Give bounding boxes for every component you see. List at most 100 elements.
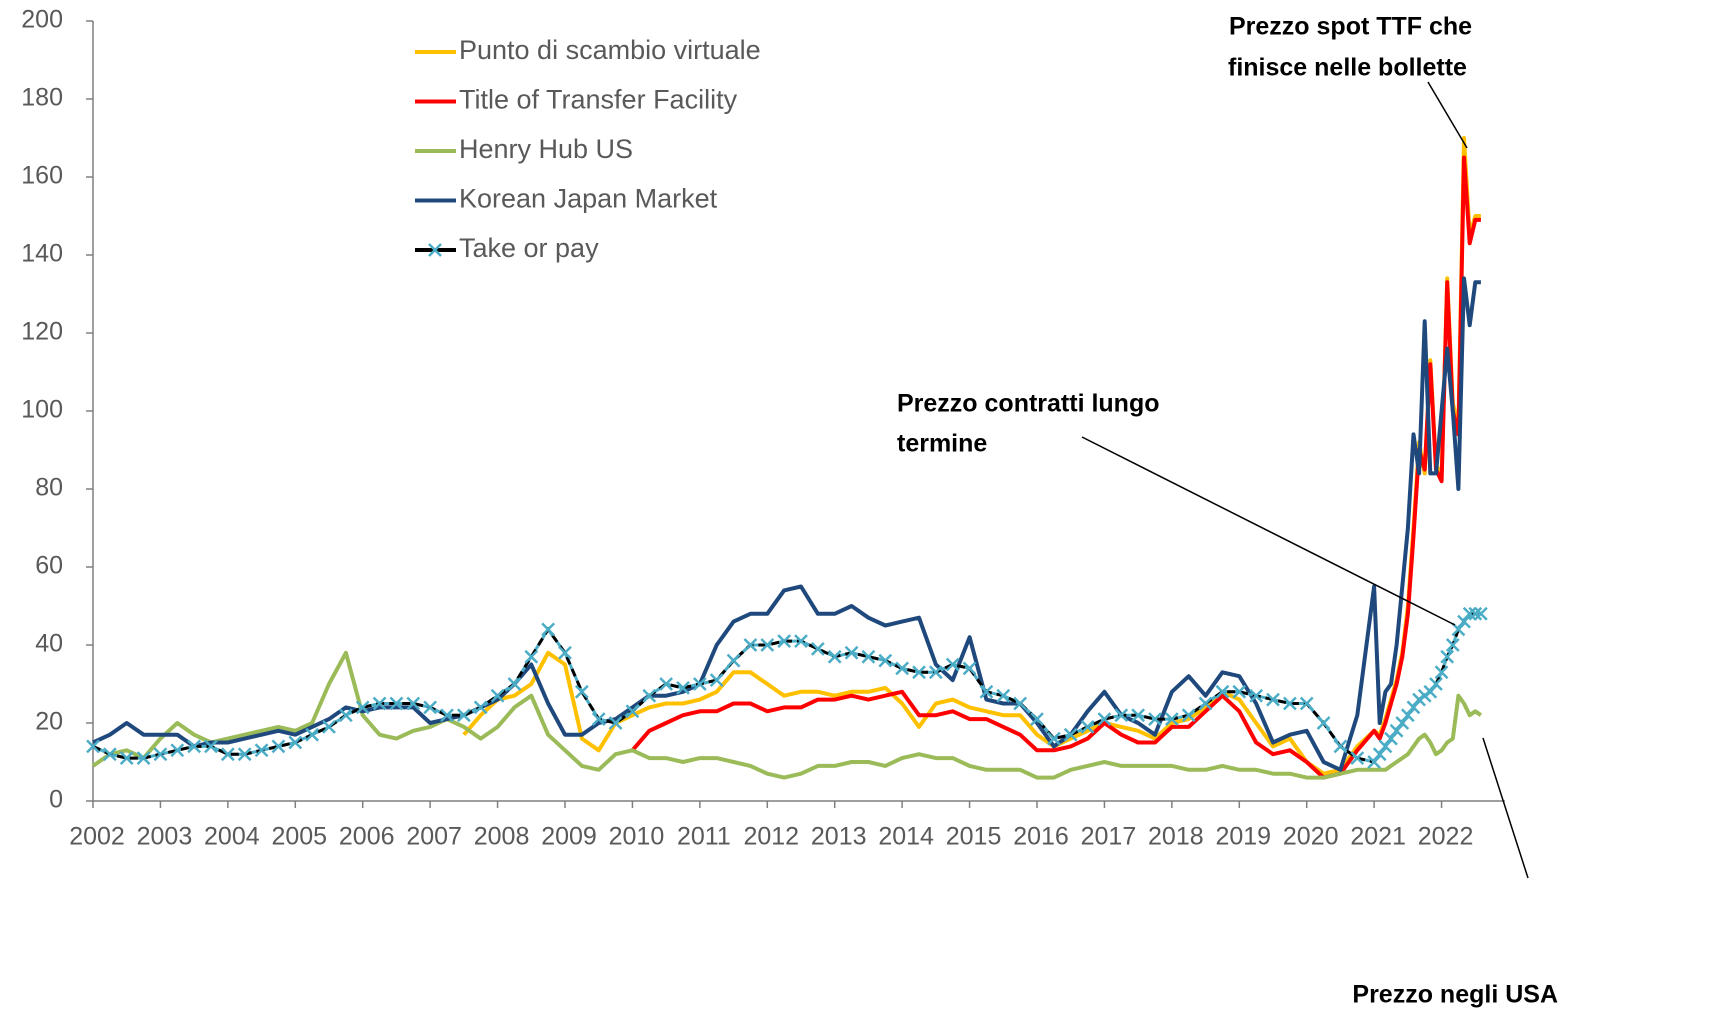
- series-marker: [102, 747, 117, 762]
- x-tick-label: 2003: [137, 823, 193, 851]
- series-marker: [1468, 606, 1483, 621]
- series-marker: [541, 622, 556, 637]
- series-marker: [794, 634, 808, 648]
- x-tick-label: 2020: [1283, 823, 1339, 851]
- series-marker: [625, 704, 640, 719]
- y-tick-label: 200: [21, 6, 63, 34]
- series-marker: [1232, 684, 1247, 699]
- annotation: Prezzo contratti lungo: [897, 390, 1160, 418]
- series-marker: [355, 700, 370, 715]
- x-tick-label: 2010: [609, 823, 665, 851]
- x-tick-label: 2009: [541, 823, 597, 851]
- y-tick-label: 60: [35, 552, 63, 580]
- y-tick-label: 40: [35, 630, 63, 658]
- series-marker: [524, 649, 539, 664]
- series-marker: [170, 743, 185, 758]
- x-tick-label: 2004: [204, 823, 260, 851]
- x-tick-label: 2005: [271, 823, 327, 851]
- y-tick-label: 140: [21, 240, 63, 268]
- series-marker: [574, 684, 589, 699]
- series-marker: [473, 700, 488, 715]
- series-marker: [1434, 665, 1449, 680]
- series-marker: [1316, 716, 1331, 730]
- series-marker: [810, 642, 825, 656]
- series-marker: [271, 739, 286, 754]
- series-marker: [895, 661, 910, 676]
- series-marker: [119, 751, 134, 765]
- series-marker: [1378, 739, 1393, 754]
- series-marker: [237, 747, 252, 762]
- series-marker: [709, 673, 724, 687]
- series-marker: [153, 747, 168, 762]
- series-marker: [1097, 712, 1112, 726]
- series-marker: [1429, 677, 1443, 691]
- series-marker: [743, 638, 758, 652]
- y-tick-label: 160: [21, 162, 63, 190]
- annotation: termine: [897, 430, 987, 458]
- series-marker: [305, 727, 320, 742]
- series-marker: [406, 696, 421, 711]
- series-marker: [1333, 739, 1348, 754]
- series-marker: [338, 708, 353, 723]
- series-marker: [456, 708, 471, 723]
- series-marker: [945, 657, 960, 672]
- series-marker: [490, 688, 505, 703]
- series-marker: [1423, 684, 1438, 699]
- annotation: Prezzo spot TTF che: [1229, 13, 1472, 41]
- x-tick-label: 2012: [743, 823, 799, 851]
- series-marker: [928, 665, 943, 680]
- series-marker: [1181, 708, 1196, 723]
- series-marker: [827, 649, 842, 664]
- series-marker: [1164, 712, 1179, 726]
- legend-label: Take or pay: [459, 233, 599, 263]
- annotation-pointer: [1081, 436, 1456, 626]
- x-tick-label: 2015: [946, 823, 1002, 851]
- x-tick-label: 2017: [1081, 823, 1137, 851]
- annotation: finisce nelle bollette: [1228, 54, 1467, 82]
- series-marker: [642, 688, 657, 703]
- series-marker: [1249, 688, 1264, 703]
- series-marker: [1400, 708, 1415, 723]
- series-marker: [1198, 696, 1213, 711]
- series-marker: [591, 712, 606, 726]
- series-marker: [136, 751, 151, 765]
- series-marker: [608, 716, 623, 730]
- x-tick-label: 2022: [1418, 823, 1474, 851]
- series-marker: [979, 684, 994, 699]
- series-marker: [777, 634, 792, 648]
- series-marker: [1389, 723, 1404, 738]
- y-tick-label: 80: [35, 474, 63, 502]
- legend-label: Title of Transfer Facility: [459, 85, 738, 115]
- series-marker: [1384, 731, 1398, 746]
- series-marker: [1046, 731, 1061, 746]
- series-marker: [423, 700, 438, 715]
- legend-marker: [428, 243, 442, 257]
- annotation-pointer: [1482, 737, 1529, 879]
- series-marker: [1282, 696, 1297, 711]
- y-tick-label: 0: [49, 786, 63, 814]
- series-marker: [692, 677, 707, 691]
- series-marker: [204, 739, 218, 754]
- series-marker: [1215, 684, 1230, 699]
- legend-label: Henry Hub US: [459, 134, 633, 164]
- series-marker: [1406, 700, 1421, 715]
- series-marker: [1013, 696, 1028, 711]
- series-marker: [1299, 696, 1314, 711]
- annotation: Prezzo negli USA: [1352, 981, 1558, 1009]
- series-marker: [962, 661, 977, 676]
- x-tick-label: 2019: [1215, 823, 1271, 851]
- x-tick-label: 2013: [811, 823, 867, 851]
- x-tick-label: 2016: [1013, 823, 1069, 851]
- series-marker: [1457, 614, 1471, 629]
- series-marker: [1445, 638, 1460, 652]
- series-marker: [372, 696, 387, 711]
- series-marker: [760, 638, 775, 652]
- legend-label: Punto di scambio virtuale: [459, 35, 761, 65]
- series-marker: [86, 739, 100, 754]
- series-marker: [878, 653, 893, 668]
- series-marker: [1440, 649, 1455, 664]
- series-marker: [220, 747, 235, 762]
- series-marker: [558, 645, 572, 660]
- x-tick-label: 2002: [69, 823, 125, 851]
